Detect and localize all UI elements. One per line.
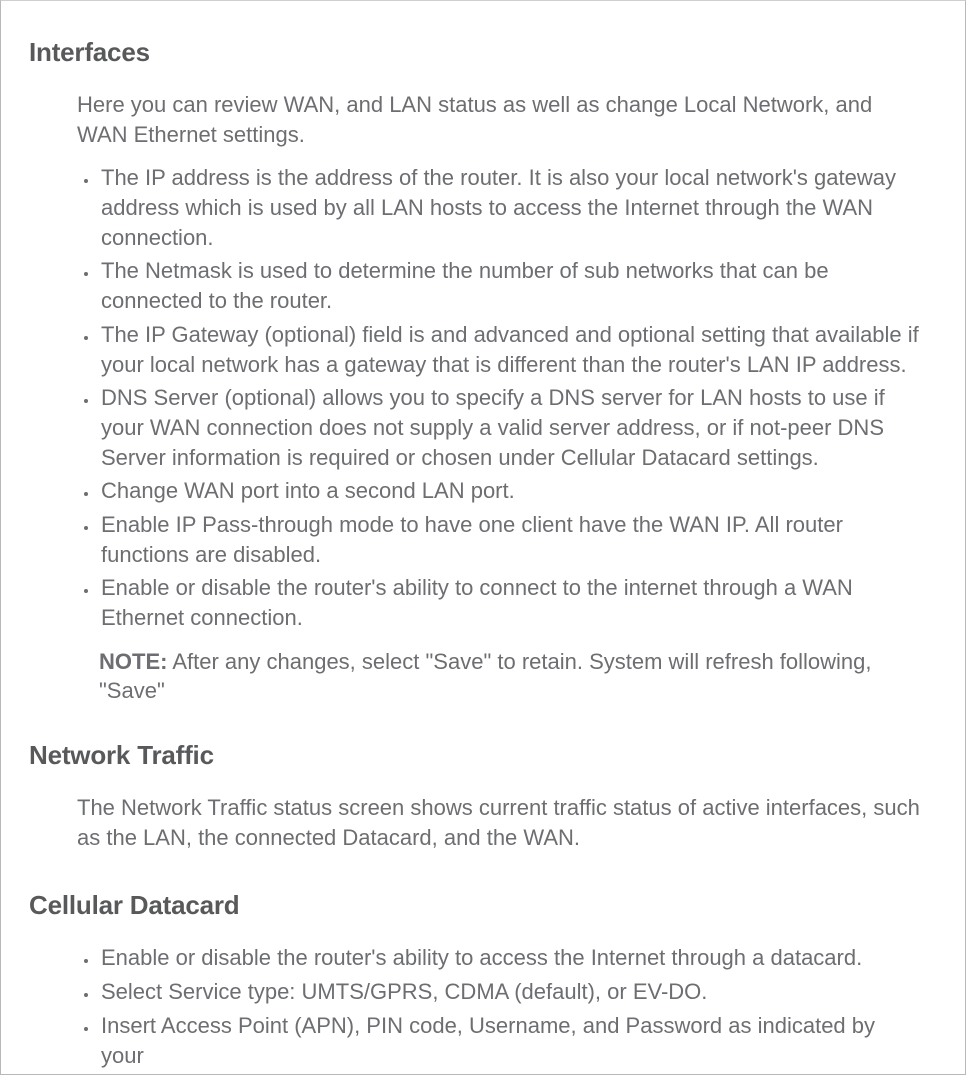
cellular-datacard-heading: Cellular Datacard — [29, 890, 927, 921]
list-item: Change WAN port into a second LAN port. — [99, 476, 921, 506]
network-traffic-heading: Network Traffic — [29, 740, 927, 771]
list-item: The Netmask is used to determine the num… — [99, 256, 921, 315]
list-item: The IP address is the address of the rou… — [99, 163, 921, 252]
list-item: Enable or disable the router's ability t… — [99, 943, 921, 973]
list-item: The IP Gateway (optional) field is and a… — [99, 320, 921, 379]
document-page: Interfaces Here you can review WAN, and … — [0, 0, 966, 1075]
network-traffic-intro: The Network Traffic status screen shows … — [77, 793, 927, 852]
list-item: Select Service type: UMTS/GPRS, CDMA (de… — [99, 977, 921, 1007]
spacer — [29, 706, 927, 740]
list-item: Enable IP Pass-through mode to have one … — [99, 510, 921, 569]
note-text: After any changes, select "Save" to reta… — [99, 649, 872, 704]
interfaces-heading: Interfaces — [29, 37, 927, 68]
cellular-datacard-bullet-list: Enable or disable the router's ability t… — [77, 943, 927, 1070]
interfaces-note: NOTE: After any changes, select "Save" t… — [99, 647, 927, 706]
list-item: Insert Access Point (APN), PIN code, Use… — [99, 1011, 921, 1070]
interfaces-intro: Here you can review WAN, and LAN status … — [77, 90, 927, 149]
list-item: DNS Server (optional) allows you to spec… — [99, 383, 921, 472]
spacer — [29, 866, 927, 890]
note-label: NOTE: — [99, 649, 167, 674]
interfaces-bullet-list: The IP address is the address of the rou… — [77, 163, 927, 632]
list-item: Enable or disable the router's ability t… — [99, 573, 921, 632]
